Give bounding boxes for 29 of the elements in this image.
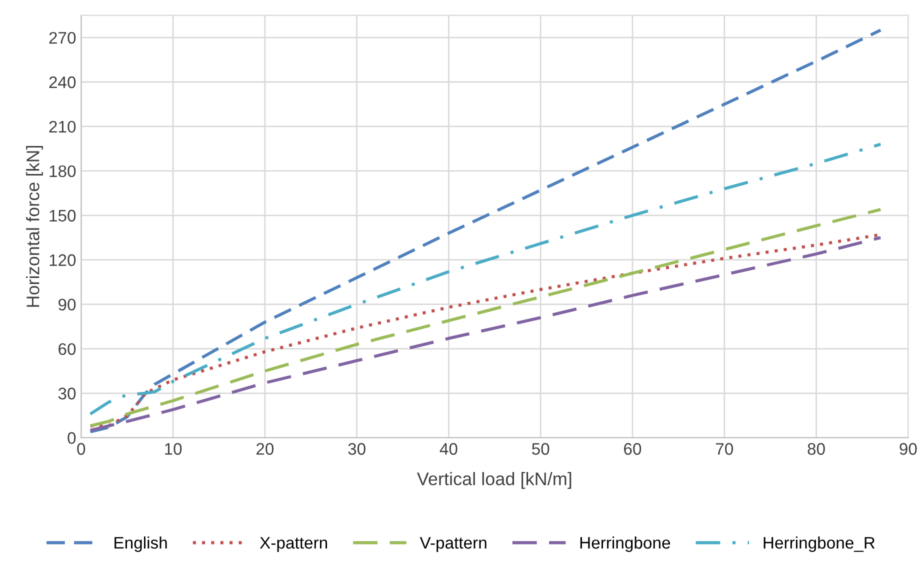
legend-label: English: [114, 536, 167, 552]
legend-label: Herringbone: [580, 536, 670, 552]
y-tick-label: 180: [50, 165, 76, 178]
x-tick-label: 60: [624, 443, 642, 455]
x-tick-label: 80: [808, 443, 825, 455]
x-tick-label: 50: [532, 443, 550, 455]
x-tick-label: 0: [77, 443, 86, 455]
legend-label: V-pattern: [420, 537, 486, 552]
line-series: [88, 142, 882, 416]
y-tick-label: 0: [68, 432, 76, 444]
legend-label: X-pattern: [260, 537, 328, 552]
x-tick-label: 90: [900, 443, 917, 455]
x-tick-label: 40: [440, 443, 458, 455]
y-tick-label: 150: [50, 210, 76, 222]
y-axis-title: Horizontal force [kN]: [26, 146, 43, 307]
y-tick-label: 90: [58, 298, 76, 311]
line-series: [88, 28, 882, 434]
legend-label: Herringbone_R: [764, 536, 875, 552]
x-tick-label: 20: [256, 443, 274, 455]
y-tick-label: 240: [49, 76, 76, 88]
y-tick-label: 60: [58, 343, 76, 355]
x-axis-title: Vertical load [kN/m]: [416, 472, 572, 489]
y-tick-label: 120: [50, 254, 76, 266]
y-tick-label: 270: [49, 32, 76, 44]
x-tick-label: 70: [716, 443, 734, 455]
x-tick-label: 10: [165, 443, 182, 455]
y-tick-label: 30: [58, 388, 76, 400]
x-tick-label: 30: [348, 443, 366, 455]
y-tick-label: 210: [49, 120, 76, 133]
